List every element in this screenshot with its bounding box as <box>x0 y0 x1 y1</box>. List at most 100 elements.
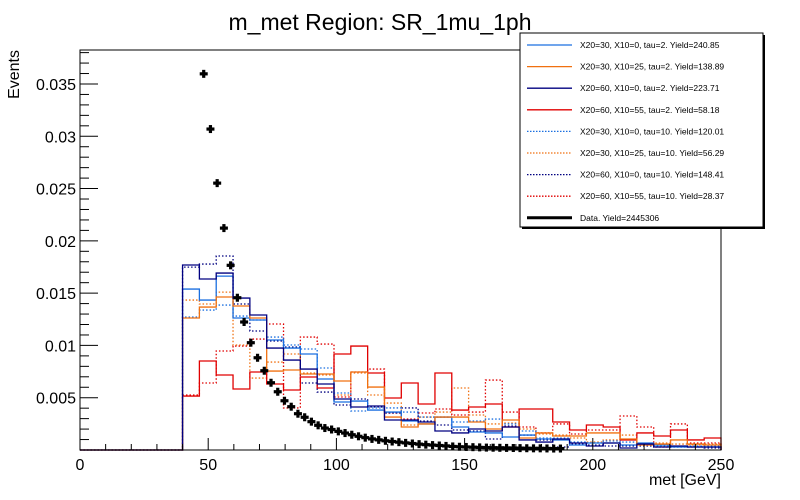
x-tick-label: 150 <box>451 457 478 474</box>
data-point-vbar <box>390 437 394 446</box>
data-point-vbar <box>525 444 529 453</box>
data-point-vbar <box>498 443 502 452</box>
data-point <box>327 425 336 434</box>
data-point-vbar <box>478 443 482 452</box>
data-point-vbar <box>404 438 408 447</box>
data-point-vbar <box>262 366 266 375</box>
data-point <box>542 444 551 453</box>
axes: 0 50 100 150 200 250 0.005 0.01 0.015 0.02 0.025 0.… <box>36 49 735 474</box>
data-point <box>219 224 228 233</box>
data-point <box>347 430 356 439</box>
data-point-vbar <box>484 443 488 452</box>
data-point-vbar <box>363 433 367 442</box>
data-point-vbar <box>242 318 246 326</box>
data-point <box>260 366 269 375</box>
histogram-series-2 <box>80 296 722 451</box>
x-tick-label: 200 <box>579 457 606 474</box>
data-point <box>381 436 390 445</box>
y-tick-label: 0.005 <box>36 391 76 408</box>
data-point-vbar <box>329 425 334 434</box>
y-tick-label: 0.015 <box>36 286 76 303</box>
data-point <box>495 443 504 452</box>
legend-label: X20=30, X10=0, tau=2. Yield=240.85 <box>580 40 720 50</box>
x-tick-label: 250 <box>708 457 735 474</box>
data-point-vbar <box>457 442 462 451</box>
data-point <box>394 438 403 447</box>
data-point-vbar <box>417 440 421 449</box>
legend-label: X20=60, X10=0, tau=2. Yield=223.71 <box>580 83 720 93</box>
legend-label: X20=30, X10=25, tau=2. Yield=138.89 <box>580 62 724 72</box>
data-point <box>307 417 316 426</box>
data-point <box>361 433 370 442</box>
legend: X20=30, X10=0, tau=2. Yield=240.85 X20=30… <box>519 32 765 229</box>
data-point <box>462 442 471 451</box>
data-point-vbar <box>545 444 549 453</box>
data-point-vbar <box>464 442 468 451</box>
data-point-vbar <box>276 387 280 396</box>
data-point-vbar <box>558 444 563 453</box>
data-point-vbar <box>269 378 273 387</box>
legend-entry: X20=30, X10=25, tau=2. Yield=138.89 <box>527 62 724 72</box>
data-point <box>253 353 262 362</box>
data-point-vbar <box>444 441 448 450</box>
data-point <box>516 444 525 453</box>
plot-frame <box>79 49 722 451</box>
data-point <box>233 293 242 302</box>
data-point-vbar <box>430 441 435 450</box>
chart-title: m_met Region: SR_1mu_1ph <box>229 9 532 35</box>
x-axis-label: met [GeV] <box>649 472 721 489</box>
y-tick-label: 0.03 <box>45 129 76 146</box>
data-point <box>240 318 249 326</box>
data-point <box>341 429 350 438</box>
data-point-vbar <box>451 442 455 451</box>
legend-entry: X20=60, X10=55, tau=2. Yield=58.18 <box>527 105 720 115</box>
data-point-vbar <box>350 430 354 439</box>
legend-label: X20=60, X10=55, tau=2. Yield=58.18 <box>580 105 720 115</box>
x-tick-label: 100 <box>323 457 350 474</box>
data-point-vbar <box>370 434 374 443</box>
data-point <box>489 443 498 452</box>
data-point <box>287 402 296 411</box>
legend-entry: X20=30, X10=0, tau=10. Yield=120.01 <box>527 126 724 136</box>
data-point <box>482 443 491 452</box>
data-point-vbar <box>383 436 388 445</box>
data-point <box>314 421 323 430</box>
data-point <box>415 440 424 449</box>
data-point <box>334 427 343 436</box>
data-point-vbar <box>491 443 495 452</box>
data-point <box>320 424 329 433</box>
data-point <box>549 444 558 453</box>
legend-label: X20=30, X10=0, tau=10. Yield=120.01 <box>580 126 724 136</box>
data-point <box>206 125 215 134</box>
legend-label: X20=60, X10=0, tau=10. Yield=148.41 <box>580 170 724 180</box>
data-point <box>522 444 531 453</box>
data-point-vbar <box>323 424 327 433</box>
data-point <box>401 438 410 447</box>
data-point-vbar <box>309 417 314 426</box>
data-point <box>354 432 363 441</box>
data-point-vbar <box>255 353 260 362</box>
data-point <box>226 261 235 270</box>
legend-entry: X20=60, X10=0, tau=10. Yield=148.41 <box>527 170 724 180</box>
data-point-vbar <box>538 444 542 453</box>
data-point <box>536 444 545 453</box>
data-point <box>529 444 538 453</box>
data-point-vbar <box>215 179 219 188</box>
data-point-vbar <box>235 293 239 302</box>
data-point-vbar <box>222 224 226 233</box>
data-point <box>388 437 397 446</box>
data-point <box>421 440 430 449</box>
data-point <box>367 434 376 443</box>
histogram-series-3 <box>80 264 722 451</box>
data-point <box>300 413 309 422</box>
x-tick-label: 0 <box>76 457 85 474</box>
data-point <box>293 409 302 418</box>
data-point <box>556 444 565 453</box>
data-points-layer <box>199 69 565 453</box>
y-tick-label: 0.035 <box>36 77 76 94</box>
data-point <box>267 378 276 387</box>
legend-label: X20=30, X10=25, tau=10. Yield=56.29 <box>580 148 724 158</box>
data-point-vbar <box>356 432 361 441</box>
legend-entry: Data. Yield=2445306 <box>527 213 659 223</box>
